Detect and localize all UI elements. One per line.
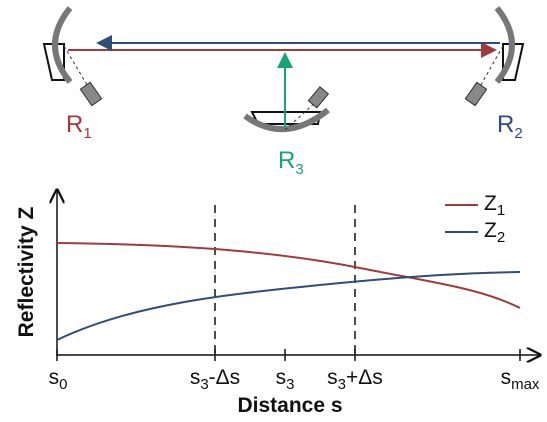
tick-part: s — [190, 366, 201, 389]
legend-label: Z1 — [484, 192, 505, 219]
curve-z2 — [56, 271, 521, 341]
tick-part: +Δs — [346, 366, 383, 389]
x-tick-label: s3 — [276, 366, 295, 393]
x-tick-labels: s0 s3-Δs s3 s3+Δs smax — [49, 366, 540, 393]
tick-part: -Δs — [209, 366, 241, 389]
x-tick-label: s3-Δs — [190, 366, 240, 393]
x-tick-label: smax — [501, 366, 540, 393]
x-tick-label: s3+Δs — [327, 366, 383, 393]
mirror-middle — [243, 86, 330, 132]
mirror-left — [42, 6, 103, 107]
tick-part: s — [501, 366, 512, 389]
tick-part: s — [49, 366, 60, 389]
legend-label: Z2 — [484, 219, 505, 246]
tick-part: 0 — [59, 376, 67, 393]
y-axis-label: Reflectivity Z — [15, 206, 38, 337]
tick-part: 3 — [286, 376, 294, 393]
mirror-label: R1 — [66, 111, 92, 142]
tick-part: 3 — [200, 376, 208, 393]
tick-part: s — [276, 366, 287, 389]
x-axis-label: Distance s — [237, 394, 342, 417]
tick-part: 3 — [338, 376, 346, 393]
tick-part: max — [511, 376, 540, 393]
tick-part: s — [327, 366, 338, 389]
mirror-label: R2 — [497, 111, 523, 142]
x-tick-label: s0 — [49, 366, 68, 393]
mirror-label: R3 — [278, 147, 304, 178]
mirror-right — [464, 6, 525, 107]
curve-z1 — [56, 242, 521, 309]
